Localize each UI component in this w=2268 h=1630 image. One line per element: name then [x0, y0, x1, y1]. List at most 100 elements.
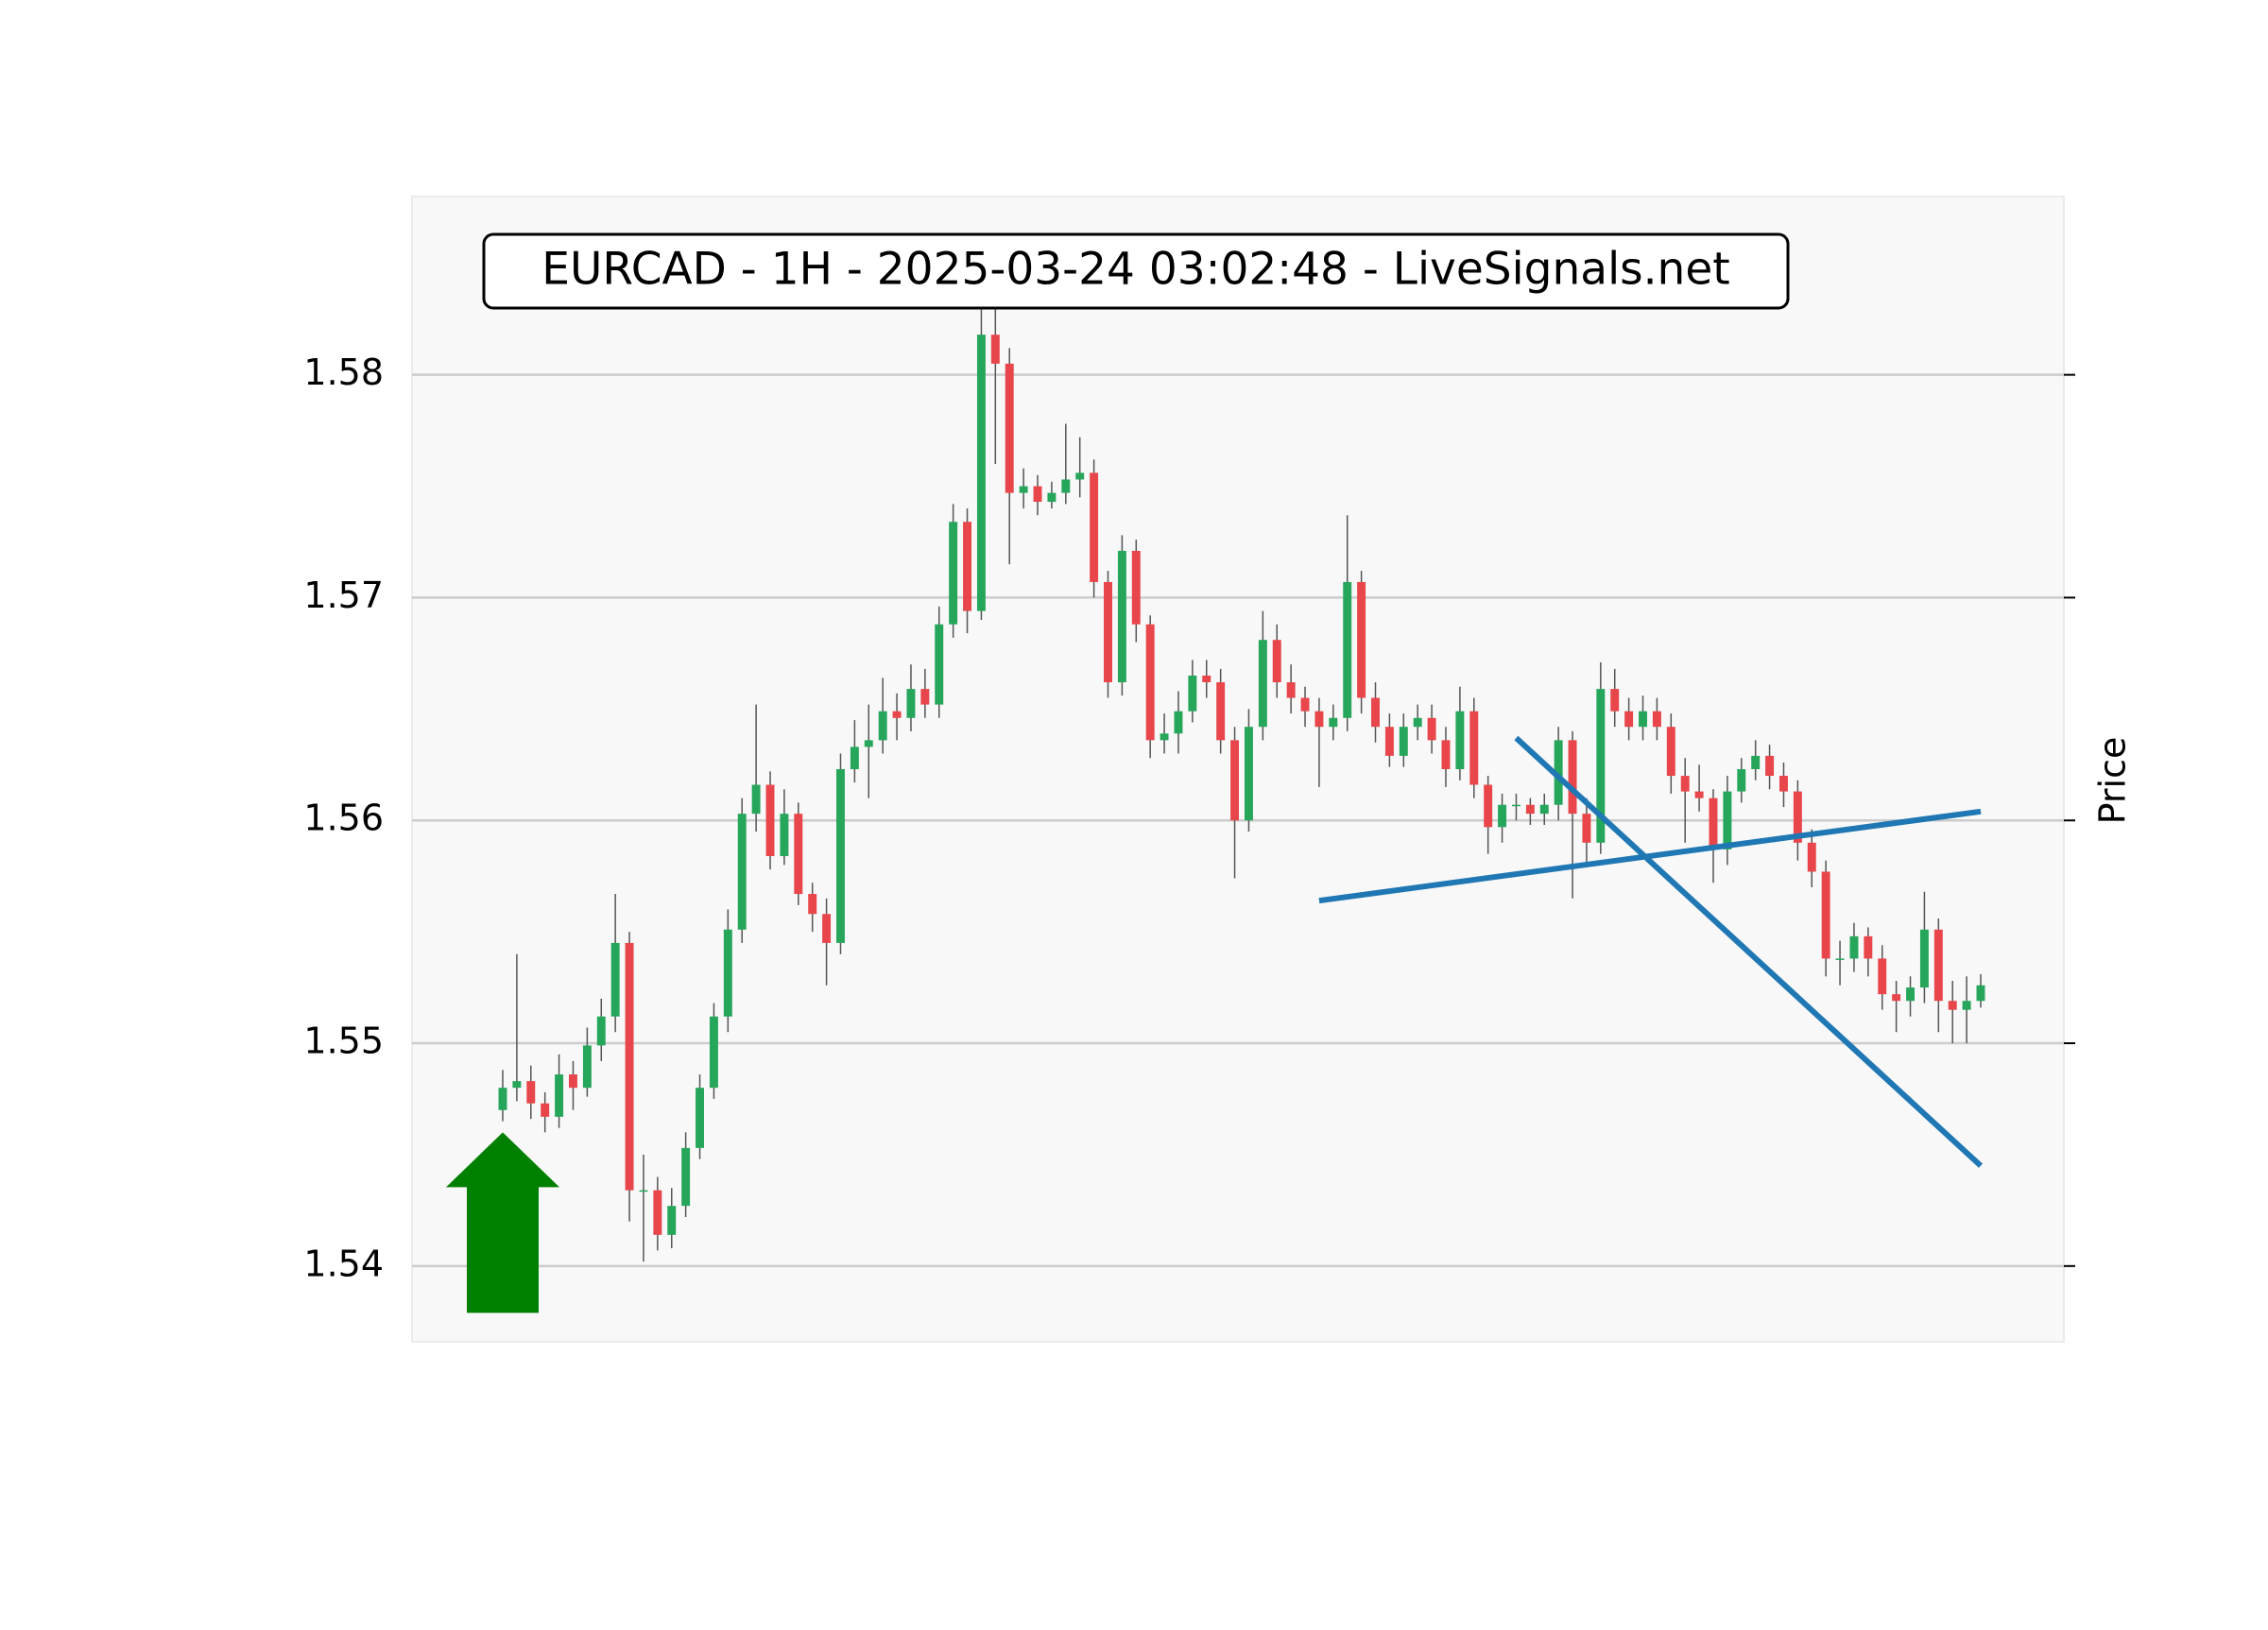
candle-body: [1821, 871, 1830, 959]
candle-body: [1033, 486, 1042, 503]
candle-body: [1807, 842, 1816, 872]
grid: 1.54 1.55 1.56 1.57 1.58: [303, 352, 2075, 1284]
candle-body: [906, 689, 916, 718]
candle-body: [1441, 740, 1451, 769]
candle-body: [1610, 689, 1620, 712]
candle-body: [1484, 784, 1493, 828]
chart-title: EURCAD - 1H - 2025-03-24 03:02:48 - Live…: [541, 244, 1729, 296]
candle-body: [1933, 929, 1943, 1002]
candle-body: [737, 814, 747, 930]
candle-body: [1511, 804, 1521, 807]
candle-body: [1976, 985, 1985, 1002]
candle-body: [1878, 958, 1887, 995]
candle-body: [1047, 492, 1057, 503]
candle-body: [1343, 581, 1352, 718]
candle-body: [526, 1081, 536, 1104]
candle-body: [1384, 727, 1394, 756]
candle-body: [1357, 581, 1366, 698]
candle-body: [1778, 776, 1788, 792]
candle-body: [949, 522, 958, 625]
candle-body: [1090, 472, 1099, 582]
candle-body: [1680, 776, 1690, 792]
candle-body: [1624, 711, 1634, 728]
candles: [498, 241, 1985, 1262]
candle-body: [864, 740, 873, 747]
candle-body: [1962, 1001, 1971, 1010]
candle-body: [639, 1190, 648, 1192]
candle-body: [681, 1147, 691, 1207]
candle-body: [1906, 987, 1915, 1002]
candle-body: [1849, 935, 1859, 959]
candle-body: [1793, 791, 1802, 843]
candle-body: [822, 914, 832, 943]
candle-body: [1413, 717, 1422, 728]
candle-body: [1498, 804, 1507, 828]
candle-body: [1539, 804, 1549, 815]
candle-body: [1525, 804, 1535, 815]
candle-body: [808, 894, 817, 915]
candle-body: [1399, 727, 1408, 756]
overlay: [446, 735, 1984, 1313]
candle-body: [1258, 640, 1267, 728]
candle-body: [1005, 363, 1014, 493]
y-tick-label: 1.57: [303, 575, 384, 616]
candle-body: [1061, 479, 1071, 493]
candle-body: [1188, 675, 1197, 712]
candle-body: [696, 1088, 705, 1148]
candle-body: [667, 1206, 677, 1235]
title-box: [482, 232, 1790, 310]
candle-body: [836, 769, 845, 943]
candle-body: [1835, 958, 1845, 960]
candle-body: [963, 522, 972, 611]
candle-body: [1948, 1001, 1957, 1010]
candle-body: [1019, 486, 1028, 493]
candle-body: [555, 1074, 564, 1117]
candle-body: [1709, 798, 1718, 849]
candle-body: [1596, 689, 1606, 843]
signal-arrow: [446, 1132, 559, 1313]
candle-body: [1371, 697, 1380, 728]
candle-body: [1751, 755, 1761, 769]
y-tick-label: 1.56: [303, 798, 384, 839]
candle-body: [1554, 740, 1563, 805]
candle-body: [780, 814, 789, 856]
candle-body: [1666, 727, 1675, 777]
candle-body: [1582, 814, 1591, 843]
candle-body: [1272, 640, 1281, 683]
candle-body: [751, 784, 761, 815]
candle-body: [990, 335, 1000, 364]
candle-body: [596, 1016, 606, 1046]
candle-body: [1230, 740, 1240, 821]
candle-body: [1202, 675, 1211, 683]
candle-body: [1864, 935, 1873, 959]
candle-body: [1244, 727, 1253, 821]
candle-body: [1639, 711, 1647, 728]
candle-body: [920, 689, 930, 705]
candle-body: [1131, 550, 1141, 625]
trend-line: [1318, 808, 1982, 904]
candle-body: [1568, 740, 1577, 815]
candle-body: [512, 1081, 522, 1089]
candle-body: [625, 942, 634, 1191]
candle-body: [1723, 791, 1732, 849]
candle-body: [1427, 717, 1436, 741]
candle-body: [541, 1103, 550, 1117]
candle-body: [1145, 624, 1155, 741]
candle-body: [1104, 581, 1112, 683]
candle-body: [498, 1088, 507, 1110]
y-axis-label: Price: [2092, 737, 2134, 825]
candle-body: [1174, 711, 1183, 734]
candle-body: [794, 814, 803, 895]
candle-body: [1216, 682, 1226, 741]
candle-body: [582, 1045, 592, 1089]
candle-body: [1892, 994, 1901, 1002]
candle-body: [892, 711, 902, 718]
y-tick-label: 1.55: [303, 1021, 384, 1062]
candle-body: [1286, 682, 1296, 698]
candle-body: [1469, 711, 1479, 785]
candle-body: [1737, 769, 1746, 792]
candle-body: [1117, 550, 1126, 683]
candle-body: [878, 711, 887, 741]
y-tick-label: 1.58: [303, 352, 384, 393]
